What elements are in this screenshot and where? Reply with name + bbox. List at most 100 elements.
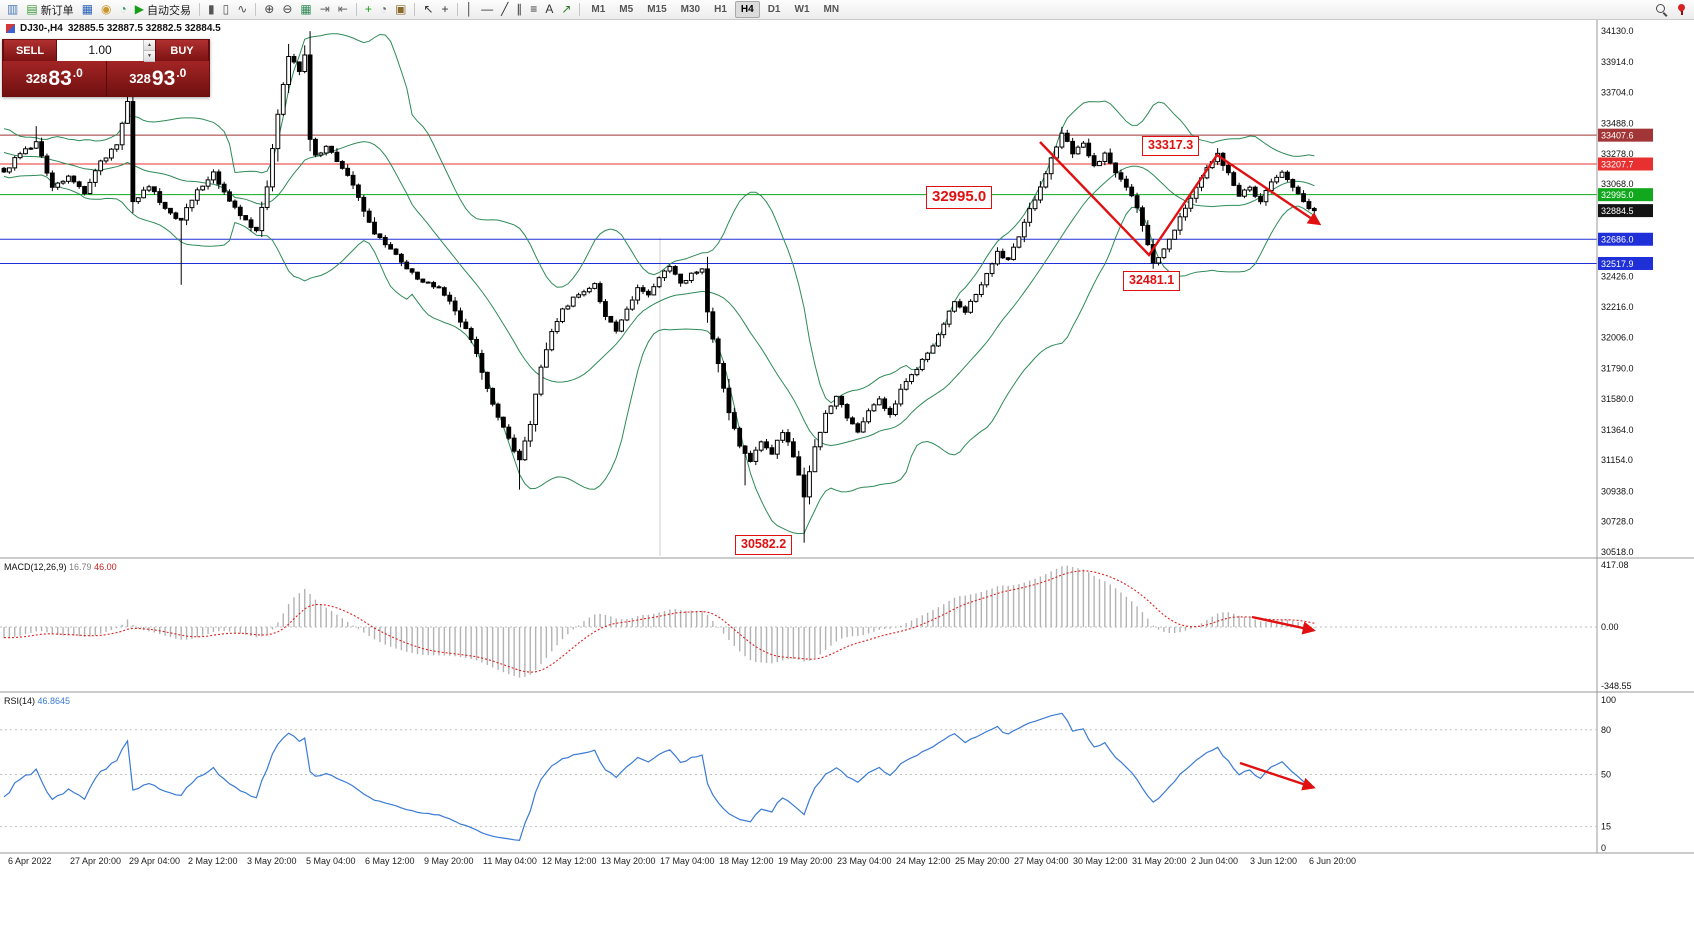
svg-text:30518.0: 30518.0 (1601, 547, 1634, 557)
text-label-button[interactable]: A (542, 1, 556, 18)
timeframe-h1-button[interactable]: H1 (714, 4, 727, 15)
timeframe-m5-button[interactable]: M5 (619, 4, 634, 15)
svg-text:24 May 12:00: 24 May 12:00 (896, 856, 951, 866)
svg-text:27 May 04:00: 27 May 04:00 (1014, 856, 1069, 866)
new-order-button[interactable]: ▤ 新订单 (23, 1, 76, 18)
chart-ohlc-values: 32885.5 32887.5 32882.5 32884.5 (67, 23, 221, 34)
lot-decrease-button[interactable]: ▼ (144, 51, 155, 62)
bollinger-lower-band (3, 174, 1315, 535)
horizontal-level-lines[interactable] (0, 134, 1597, 264)
svg-text:32517.9: 32517.9 (1601, 259, 1634, 269)
terminal-panel-button[interactable]: ◔ (117, 1, 130, 18)
channel-button[interactable]: ∥ (513, 1, 525, 18)
svg-text:5 May 04:00: 5 May 04:00 (306, 856, 356, 866)
new-chart-button[interactable]: ▥ (4, 1, 21, 18)
price-digits: 93 (151, 67, 176, 90)
timeframe-d1-button[interactable]: D1 (767, 4, 781, 15)
svg-text:32216.0: 32216.0 (1601, 302, 1634, 312)
vertical-line-button[interactable]: │ (463, 1, 477, 18)
pin-button[interactable] (1673, 1, 1690, 18)
svg-text:3 May 20:00: 3 May 20:00 (247, 856, 297, 866)
toolbar-separator (579, 3, 581, 16)
svg-text:11 May 04:00: 11 May 04:00 (483, 856, 537, 866)
horizontal-line-icon: — (481, 2, 494, 16)
trend-arrow-macd[interactable] (1251, 615, 1316, 635)
svg-text:33207.7: 33207.7 (1601, 159, 1634, 169)
chart-symbol-period: DJ30-,H4 (20, 23, 63, 34)
vertical-line-icon: │ (465, 2, 474, 16)
cursor-button[interactable]: ↖ (420, 1, 436, 18)
indicators-button[interactable]: + (362, 1, 375, 18)
periods-button[interactable]: ◔ (377, 1, 390, 18)
buy-button[interactable]: BUY (155, 40, 209, 61)
new-order-icon: ▤ (26, 2, 38, 16)
crosshair-button[interactable]: + (439, 1, 452, 18)
svg-text:19 May 20:00: 19 May 20:00 (778, 856, 833, 866)
zoom-out-icon: ⊖ (282, 2, 293, 16)
svg-text:0.00: 0.00 (1601, 622, 1619, 632)
trend-arrow-rsi[interactable] (1239, 761, 1316, 791)
templates-icon: ▣ (395, 2, 407, 16)
svg-text:13 May 20:00: 13 May 20:00 (601, 856, 656, 866)
svg-text:32006.0: 32006.0 (1601, 332, 1634, 342)
timeframe-w1-button[interactable]: W1 (794, 4, 810, 15)
auto-trading-icon: ▶ (134, 2, 144, 16)
candlestick-mode-button[interactable]: ▯ (220, 1, 233, 18)
price-axis[interactable]: 34130.0 33914.0 33704.0 33488.0 33278.0 33068… (1598, 26, 1653, 557)
trend-arrow-main[interactable] (1039, 141, 1322, 257)
trendline-icon: ╱ (501, 2, 509, 16)
search-button[interactable] (1652, 1, 1671, 18)
toolbar: ▥ ▤ 新订单 ▦ ◉ ◔ ▶ 自动交易 ▮ ▯ ∿ ⊕ ⊖ ▦ ⇥ ⇤ + ◔ ▣ ↖ + │ — ╱ ∥ ≡ A ↗ M1 M5 M15… (0, 0, 1694, 20)
chart-ohlc-title: DJ30-,H4 32885.5 32887.5 32882.5 32884.5 (6, 23, 221, 34)
price-badge-32995.0: 32995.0 (1598, 188, 1653, 202)
macd-panel: MACD(12,26,9) 16.79 46.00 417.08 0.00 -348.… (0, 560, 1632, 691)
lot-size-value[interactable]: 1.00 (88, 43, 112, 57)
navigator-icon: ◉ (101, 2, 112, 16)
price-digits: .0 (176, 66, 187, 80)
buy-price-display[interactable]: 328 93.0 (105, 61, 210, 96)
sell-button[interactable]: SELL (3, 40, 57, 61)
line-chart-mode-button[interactable]: ∿ (234, 1, 250, 18)
zoom-out-button[interactable]: ⊖ (279, 1, 295, 18)
svg-text:15: 15 (1601, 822, 1611, 832)
auto-scroll-button[interactable]: ⇥ (317, 1, 333, 18)
lot-size-field[interactable]: 1.00 ▲ ▼ (57, 40, 155, 62)
timeframe-m15-button[interactable]: M15 (647, 4, 667, 15)
time-axis[interactable]: 6 Apr 2022 27 Apr 20:00 29 Apr 04:00 2 May … (8, 856, 1356, 866)
auto-trading-button[interactable]: ▶ 自动交易 (132, 1, 194, 18)
timeframe-mn-button[interactable]: MN (823, 4, 840, 15)
pin-icon (1676, 3, 1687, 16)
fibonacci-button[interactable]: ≡ (527, 1, 540, 18)
lot-increase-button[interactable]: ▲ (144, 40, 155, 51)
bollinger-upper-band (3, 33, 1315, 404)
chart-shift-button[interactable]: ⇤ (335, 1, 351, 18)
svg-text:33278.0: 33278.0 (1601, 149, 1634, 159)
bar-chart-mode-button[interactable]: ▮ (205, 1, 218, 18)
navigator-button[interactable]: ◉ (98, 1, 114, 18)
market-watch-button[interactable]: ▦ (79, 1, 96, 18)
svg-text:31580.0: 31580.0 (1601, 394, 1634, 404)
zoom-in-button[interactable]: ⊕ (261, 1, 277, 18)
candlestick-mode-icon: ▯ (222, 2, 230, 16)
arrows-button[interactable]: ↗ (558, 1, 574, 18)
timeframe-m30-button[interactable]: M30 (680, 4, 701, 15)
svg-text:23 May 04:00: 23 May 04:00 (837, 856, 892, 866)
price-annotation-label[interactable]: 30582.2 (735, 535, 793, 555)
timeframe-m1-button[interactable]: M1 (591, 4, 606, 15)
arrows-icon: ↗ (561, 2, 572, 16)
trendline-button[interactable]: ╱ (498, 1, 511, 18)
sell-price-display[interactable]: 328 83.0 (3, 61, 106, 96)
horizontal-line-button[interactable]: — (478, 1, 496, 18)
timeframe-h4-button[interactable]: H4 (734, 1, 760, 18)
price-annotation-label[interactable]: 33317.3 (1142, 136, 1200, 156)
auto-trading-button-label: 自动交易 (147, 4, 191, 17)
tile-windows-button[interactable]: ▦ (297, 1, 314, 18)
templates-button[interactable]: ▣ (392, 1, 409, 18)
svg-text:33068.0: 33068.0 (1601, 179, 1634, 189)
price-annotation-label[interactable]: 32481.1 (1123, 271, 1181, 291)
svg-text:33488.0: 33488.0 (1601, 119, 1634, 129)
price-annotation-label[interactable]: 32995.0 (926, 186, 993, 209)
toolbar-separator (255, 3, 257, 16)
zoom-in-icon: ⊕ (264, 2, 275, 16)
